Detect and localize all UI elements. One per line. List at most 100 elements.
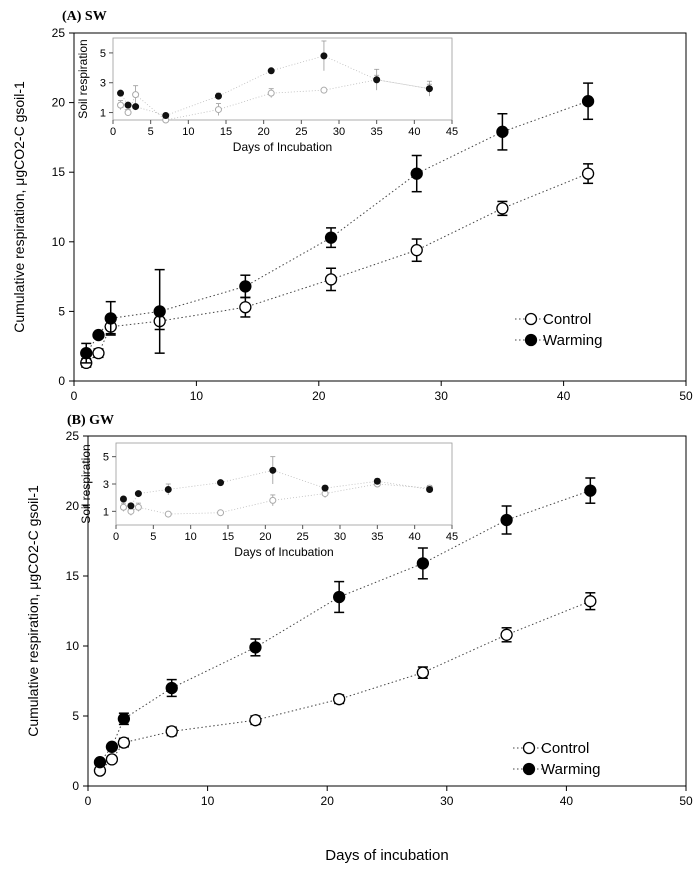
inset-data-point-control [117,101,125,109]
inset-frame [112,37,453,121]
inset-frame [115,442,453,526]
y-tick-label: 15 [52,165,66,179]
inset-x-tick-label: 5 [148,126,154,138]
data-point-warming [416,557,430,570]
data-point-warming [584,484,597,497]
y-axis-label: Cumulative respiration, μgCO2-C gsoil-1 [11,81,27,333]
inset-data-point-warming [426,485,434,493]
inset-data-point-control [267,89,275,97]
inset-data-point-warming [217,479,225,487]
x-tick-label: 50 [679,794,693,808]
inset-data-point-warming [134,490,142,498]
inset-x-tick-label: 45 [446,531,458,543]
y-tick-label: 25 [52,26,66,40]
inset-x-tick-label: 15 [222,531,234,543]
inset-data-point-warming [127,502,135,510]
data-point-warming [496,125,509,138]
data-point-warming [500,513,513,527]
panel-title: (B) GW [67,413,114,428]
inset-x-tick-label: 5 [150,531,156,543]
inset-data-point-control [214,106,222,114]
inset-x-tick-label: 15 [220,126,232,138]
data-point-control [581,167,595,180]
data-point-warming [80,347,93,360]
inset-data-point-warming [320,52,328,60]
x-axis-label: Days of incubation [325,847,448,864]
inset-data-point-warming [117,89,125,97]
legend-marker-control [524,312,538,326]
inset-x-tick-label: 0 [113,531,119,543]
data-point-warming [153,305,166,318]
y-tick-label: 5 [58,304,65,318]
data-point-control [239,301,252,314]
inset-x-axis-label: Days of Incubation [234,545,333,559]
data-point-warming [581,95,595,108]
legend-marker-warming [522,762,536,776]
x-tick-label: 30 [435,389,449,403]
x-tick-label: 0 [85,794,92,808]
y-tick-label: 0 [58,374,65,388]
inset-y-tick-label: 5 [103,452,109,464]
legend-label-warming: Warming [541,761,600,778]
data-point-warming [165,681,178,695]
inset-x-tick-label: 10 [182,126,194,138]
y-axis-label: Cumulative respiration, μgCO2-C gsoil-1 [25,485,41,737]
data-point-control [496,202,509,215]
data-point-control [105,753,119,766]
data-point-warming [410,167,423,180]
inset-data-point-control [134,503,142,511]
inset-data-point-warming [214,92,222,100]
inset-data-point-control [119,503,127,511]
data-point-control [410,244,423,257]
data-point-warming [93,756,107,769]
inset-data-point-warming [269,466,277,474]
legend-label-control: Control [543,311,591,328]
legend-label-control: Control [541,740,589,757]
inset-x-tick-label: 45 [446,126,458,138]
data-point-warming [104,312,117,325]
inset-data-point-control [164,510,172,518]
legend-label-warming: Warming [543,332,602,349]
plot-frame [87,435,687,787]
inset-data-point-control [217,509,225,517]
data-point-control [92,347,105,360]
plot-frame [73,32,687,382]
data-point-warming [333,590,346,604]
x-tick-label: 40 [560,794,574,808]
inset-data-point-warming [132,103,140,111]
y-tick-label: 25 [66,429,80,443]
data-point-control [324,273,338,286]
y-tick-label: 10 [52,235,66,249]
inset-data-point-warming [164,485,172,493]
inset-x-tick-label: 35 [371,531,383,543]
inset-data-point-control [269,496,277,504]
inset-data-point-warming [373,477,381,485]
inset-x-tick-label: 0 [110,126,116,138]
inset-x-axis-label: Days of Incubation [233,140,332,154]
x-tick-label: 20 [312,389,326,403]
data-point-warming [324,231,338,244]
data-point-warming [92,328,105,342]
inset-x-tick-label: 30 [333,126,345,138]
inset-x-tick-label: 10 [185,531,197,543]
inset-x-tick-label: 20 [258,126,270,138]
x-tick-label: 20 [321,794,335,808]
inset-data-point-warming [425,85,433,93]
data-point-control [249,714,262,727]
inset-series-line-warming [120,55,430,116]
panel-title: (A) SW [62,9,107,24]
data-point-warming [249,641,262,654]
y-tick-label: 20 [52,96,66,110]
y-tick-label: 5 [72,709,79,723]
inset-y-tick-label: 3 [100,78,106,90]
inset-data-point-warming [321,484,329,492]
data-point-warming [117,712,131,725]
inset-data-point-warming [162,112,170,120]
inset-data-point-warming [124,101,132,109]
data-point-control [165,725,178,738]
inset-data-point-warming [119,495,127,503]
